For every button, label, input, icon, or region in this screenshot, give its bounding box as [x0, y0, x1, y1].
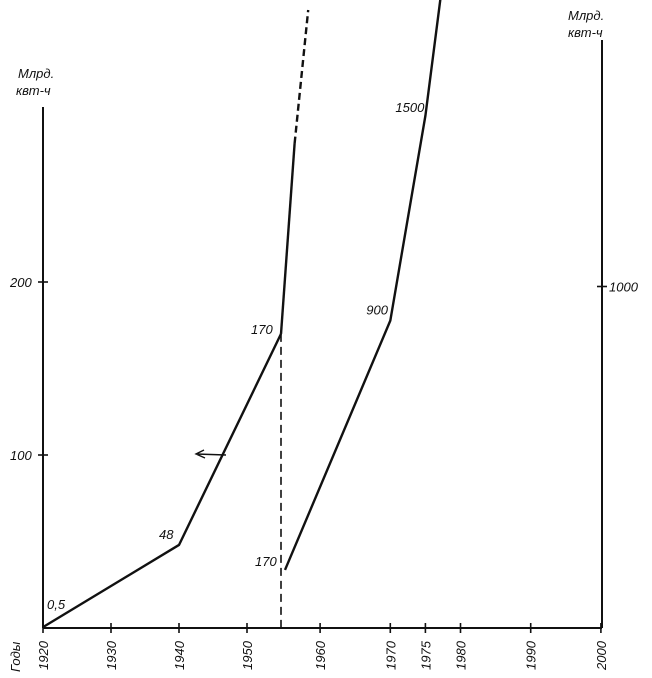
right-y-unit-line2: квт-ч [568, 25, 603, 40]
left-series-continuation [279, 143, 296, 334]
right-data-label: 170 [255, 554, 277, 569]
left-x-tick-label: 1940 [172, 640, 187, 670]
right-x-tick-label: 1980 [454, 640, 469, 670]
left-axis-arrow-icon [194, 449, 227, 459]
chart-marks: 1920 1930 1940 1950 100 200 1960 1970 1975 1980 19… [9, 0, 639, 671]
right-data-label: 900 [366, 303, 388, 318]
left-x-tick-label: 1930 [104, 640, 119, 670]
years-label: Годы [8, 641, 23, 672]
left-y-tick-label: 100 [10, 448, 32, 463]
left-data-label: 170 [251, 322, 273, 337]
left-data-label: 0,5 [47, 597, 66, 612]
right-series-line [283, 0, 442, 571]
right-data-label: 1500 [395, 100, 425, 115]
left-series-line [42, 333, 283, 629]
left-y-unit-line1: Млрд. [18, 66, 54, 81]
right-x-tick-label: 1975 [418, 640, 433, 670]
right-y-tick-label: 1000 [609, 280, 639, 295]
left-x-tick-label: 1950 [240, 640, 255, 670]
left-y-tick-label: 200 [9, 275, 32, 290]
left-x-tick-label: 1920 [36, 640, 51, 670]
right-y-unit-line1: Млрд. [568, 8, 604, 23]
right-x-tick-label: 2000 [594, 640, 609, 671]
left-series-dashed-extrapolation [293, 9, 310, 144]
left-data-label: 48 [159, 527, 174, 542]
right-x-tick-label: 1990 [524, 640, 539, 670]
right-x-tick-label: 1960 [313, 640, 328, 670]
right-x-tick-label: 1970 [383, 640, 398, 670]
left-y-unit-line2: квт-ч [16, 83, 51, 98]
